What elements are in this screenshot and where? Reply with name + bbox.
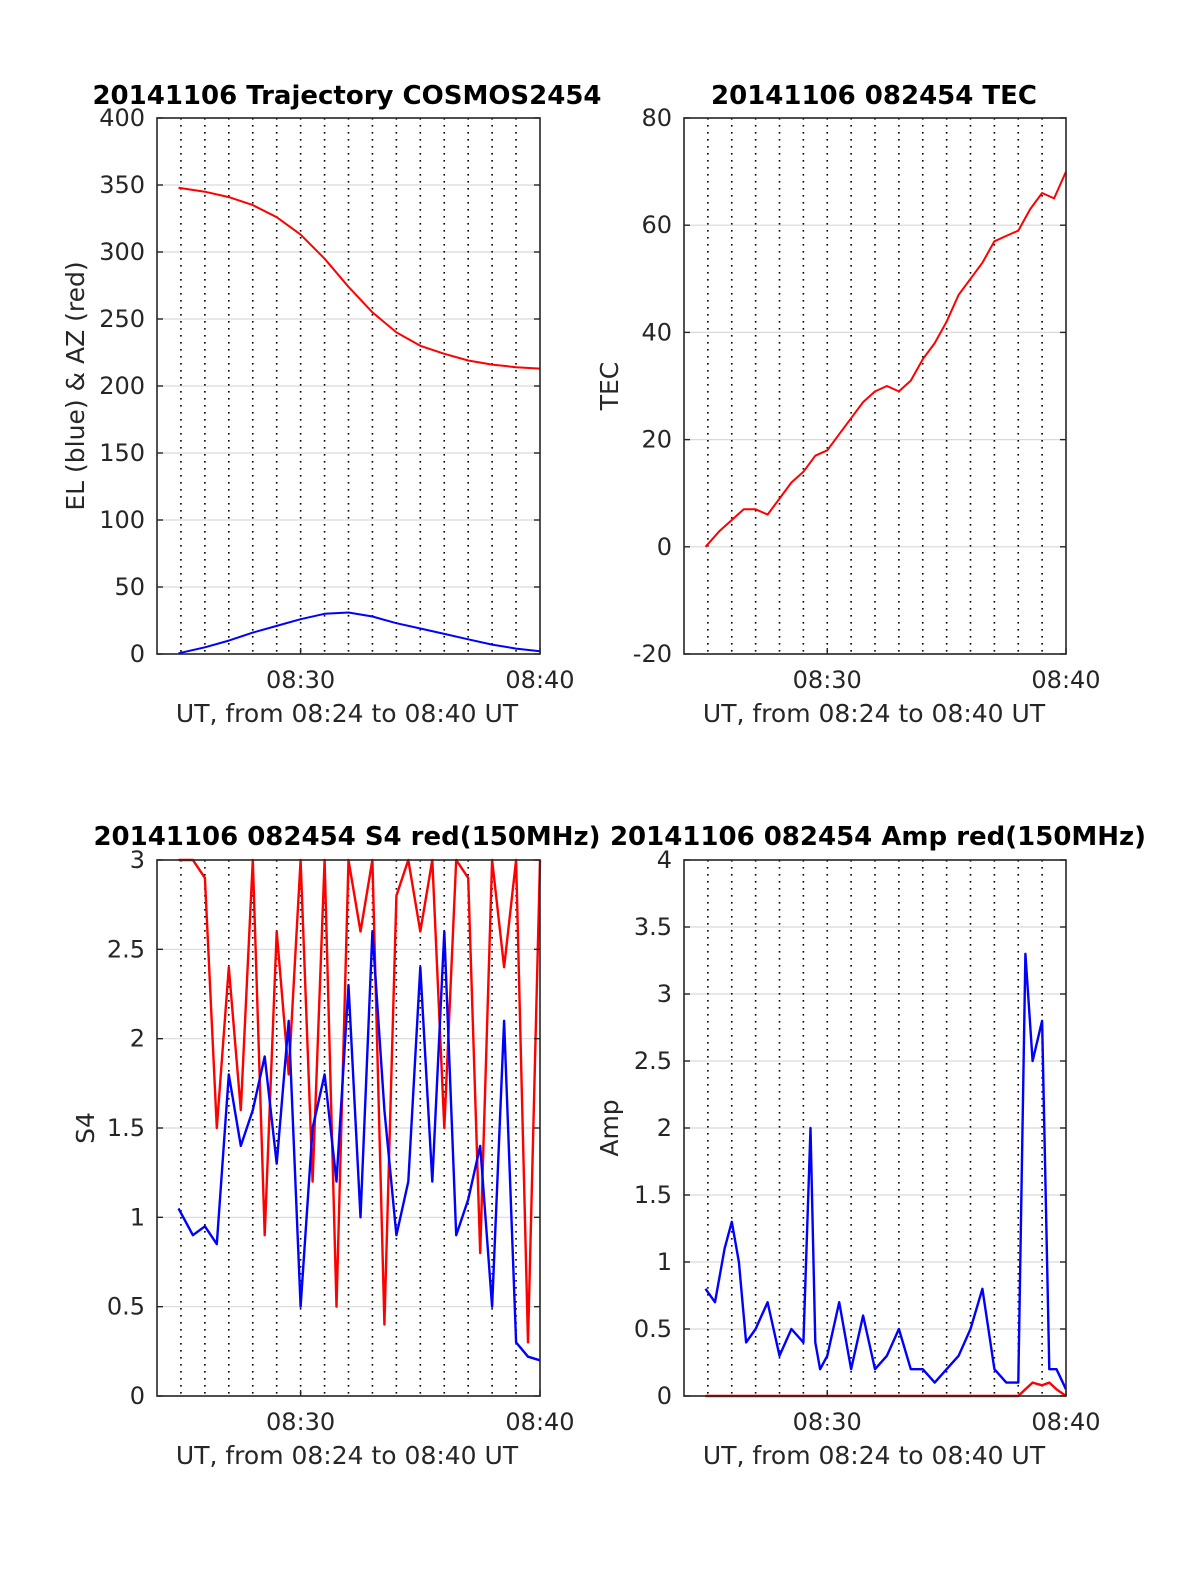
s4-xlabel: UT, from 08:24 to 08:40 UT (176, 1441, 519, 1470)
s4-series-red-line (178, 858, 542, 1344)
trajectory-xtick-label: 08:40 (505, 666, 574, 694)
s4-xtick-label: 08:30 (266, 1408, 335, 1436)
s4-ytick-label: 3 (130, 846, 145, 874)
tec-title: 20141106 082454 TEC (711, 81, 1037, 111)
trajectory-ytick-label: 150 (99, 439, 145, 467)
trajectory-ytick-label: 100 (99, 506, 145, 534)
trajectory-ylabel: EL (blue) & AZ (red) (61, 261, 90, 510)
s4-ytick-label: 2.5 (107, 935, 145, 963)
trajectory-ytick-label: 400 (99, 104, 145, 132)
amp-ytick-label: 3 (657, 980, 672, 1008)
trajectory-xlabel: UT, from 08:24 to 08:40 UT (176, 699, 519, 728)
amp-xtick-label: 08:30 (793, 1408, 862, 1436)
trajectory-series-blue-line (178, 611, 541, 655)
amp-ytick-label: 2.5 (634, 1047, 672, 1075)
trajectory-chart: 20141106 Trajectory COSMOS2454 UT, from … (61, 81, 602, 728)
amp-ytick-label: 3.5 (634, 913, 672, 941)
amp-title: 20141106 082454 Amp red(150MHz) (610, 822, 1146, 852)
amp-ytick-label: 1.5 (634, 1181, 672, 1209)
tec-xtick-label: 08:40 (1031, 666, 1100, 694)
amp-series-blue-line (704, 952, 1068, 1390)
trajectory-ytick-label: 300 (99, 238, 145, 266)
s4-ytick-label: 1.5 (107, 1114, 145, 1142)
amp-ytick-label: 4 (657, 846, 672, 874)
amp-xlabel: UT, from 08:24 to 08:40 UT (703, 1441, 1046, 1470)
tec-ytick-label: 40 (641, 318, 672, 346)
tec-ytick-label: 60 (641, 211, 672, 239)
amp-ytick-label: 1 (657, 1248, 672, 1276)
s4-series-blue-line (177, 930, 541, 1362)
tec-ytick-label: -20 (633, 640, 672, 668)
trajectory-ytick-label: 350 (99, 171, 145, 199)
s4-xtick-label: 08:40 (505, 1408, 574, 1436)
s4-ylabel: S4 (71, 1112, 100, 1144)
s4-ytick-label: 0 (130, 1382, 145, 1410)
amp-ytick-label: 0 (657, 1382, 672, 1410)
tec-xlabel: UT, from 08:24 to 08:40 UT (703, 699, 1046, 728)
amp-ytick-label: 2 (657, 1114, 672, 1142)
trajectory-ytick-label: 200 (99, 372, 145, 400)
s4-title: 20141106 082454 S4 red(150MHz) (93, 822, 600, 852)
tec-ytick-label: 20 (641, 426, 672, 454)
s4-chart: 20141106 082454 S4 red(150MHz) UT, from … (71, 822, 601, 1470)
trajectory-title: 20141106 Trajectory COSMOS2454 (92, 81, 601, 111)
trajectory-ytick-label: 250 (99, 305, 145, 333)
amp-xtick-label: 08:40 (1031, 1408, 1100, 1436)
amp-ylabel: Amp (595, 1099, 624, 1156)
trajectory-series-red-line (178, 186, 541, 370)
trajectory-ytick-label: 50 (114, 573, 145, 601)
tec-ytick-label: 0 (657, 533, 672, 561)
tec-ytick-label: 80 (641, 104, 672, 132)
s4-ytick-label: 0.5 (107, 1293, 145, 1321)
tec-xtick-label: 08:30 (793, 666, 862, 694)
trajectory-xtick-label: 08:30 (266, 666, 335, 694)
amp-ytick-label: 0.5 (634, 1315, 672, 1343)
tec-ylabel: TEC (595, 362, 624, 412)
tec-series-red-line (704, 171, 1067, 548)
s4-ytick-label: 2 (130, 1025, 145, 1053)
tec-chart: 20141106 082454 TEC UT, from 08:24 to 08… (595, 81, 1101, 728)
amp-chart: 20141106 082454 Amp red(150MHz) UT, from… (595, 822, 1146, 1470)
trajectory-ytick-label: 0 (130, 640, 145, 668)
s4-ytick-label: 1 (130, 1203, 145, 1231)
tec-axes-box (683, 117, 1067, 655)
